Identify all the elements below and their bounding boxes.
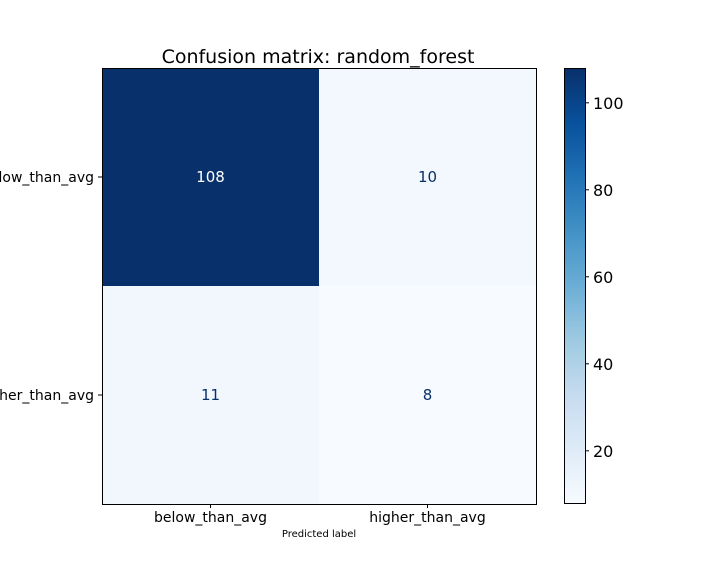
x-tick-label: higher_than_avg [369,510,485,526]
cell-value-label: 10 [418,168,437,186]
y-tick-label: below_than_avg [0,170,94,186]
heatmap-cell [102,68,319,286]
colorbar-axis: 20 40 60 80 100 [585,94,624,461]
cell-value-label: 108 [196,168,225,186]
plot-frame [102,68,537,505]
x-tick-label: below_than_avg [154,510,267,526]
x-axis-label: Predicted label [282,529,356,540]
colorbar-tick-label: 20 [593,442,613,461]
heatmap-cell [319,68,536,286]
heatmap-cell [319,286,536,504]
heatmap-cells: 108 10 11 8 [102,68,536,504]
cell-value-label: 8 [423,386,433,404]
y-tick-label: higher_than_avg [0,388,94,404]
heatmap-cell [102,286,319,504]
cell-value-label: 11 [201,386,220,404]
colorbar-tick-label: 80 [593,181,613,200]
colorbar-tick-label: 40 [593,355,613,374]
colorbar-tick-label: 100 [593,94,624,113]
x-axis: below_than_avg higher_than_avg [154,504,486,526]
colorbar [564,68,586,504]
colorbar-tick-label: 60 [593,268,613,287]
chart-title: Confusion matrix: random_forest [162,46,475,68]
y-axis: below_than_avg higher_than_avg [0,170,102,404]
